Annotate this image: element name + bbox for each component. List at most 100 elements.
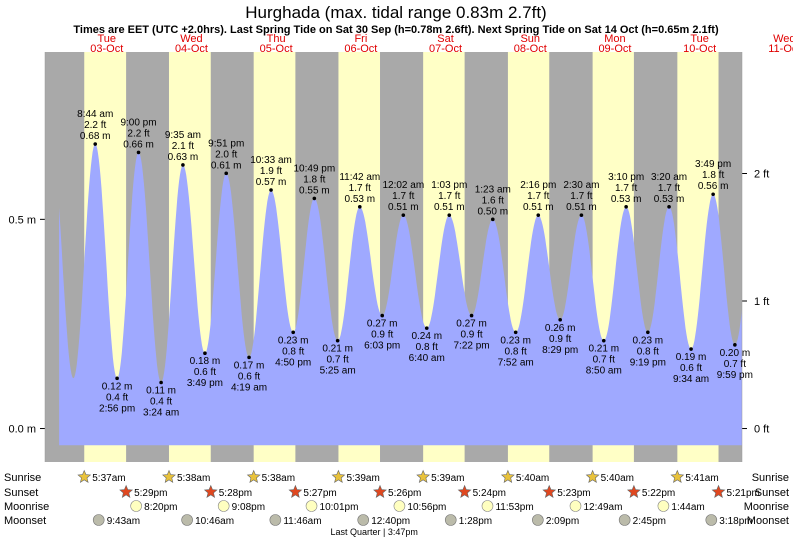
y-right-label-1: 1 ft — [754, 296, 769, 308]
sunrise-0-icon — [77, 469, 92, 483]
tide-ft-24: 1.7 ft — [615, 183, 637, 194]
tide-time-27: 9:34 am — [673, 374, 709, 385]
sunset-0-icon — [119, 484, 134, 498]
tide-point-6 — [224, 171, 229, 176]
moonset-0-time: 9:43am — [107, 516, 140, 527]
day-name-8: Wed — [773, 33, 793, 45]
tide-point-17 — [469, 313, 474, 318]
tide-ft-8: 1.9 ft — [260, 166, 282, 177]
tide-ft-29: 0.7 ft — [724, 359, 746, 370]
tide-point-24 — [624, 204, 628, 209]
sunset-6-icon — [626, 484, 641, 498]
sunset-4-time: 5:24pm — [473, 488, 506, 499]
moonset-4-icon — [444, 514, 457, 526]
tide-labels: 8:44 am2.2 ft0.68 m0.12 m0.4 ft2:56 pm9:… — [77, 109, 753, 418]
y-right-label-2: 2 ft — [754, 168, 769, 180]
sunrise-4-time: 5:39am — [431, 473, 464, 484]
sunrise-7-icon — [670, 469, 685, 483]
tide-time-16: 1:03 pm — [431, 180, 467, 191]
moonrise-0-time: 8:20pm — [144, 502, 177, 513]
tide-ft-10: 1.8 ft — [303, 174, 325, 185]
tide-area — [59, 144, 743, 446]
tide-point-3 — [159, 380, 163, 385]
tide-ft-9: 0.8 ft — [282, 346, 304, 357]
tide-time-3: 3:24 am — [143, 408, 179, 419]
tide-point-20 — [536, 213, 541, 217]
chart-subtitle: Times are EET (UTC +2.0hrs). Last Spring… — [73, 24, 719, 36]
tide-time-18: 1:23 am — [475, 184, 511, 195]
tide-ft-6: 2.0 ft — [215, 149, 237, 160]
sunset-7-icon — [711, 484, 726, 498]
sunrise-6-time: 5:40am — [601, 473, 634, 484]
tide-m-25: 0.23 m — [633, 335, 664, 346]
tide-m-4: 0.63 m — [168, 152, 199, 163]
sunset-4-icon — [457, 484, 472, 498]
tide-ft-25: 0.8 ft — [637, 346, 659, 357]
tide-ft-1: 0.4 ft — [106, 392, 128, 403]
sunset-5-icon — [542, 484, 557, 498]
day-date-6: 09-Oct — [598, 43, 631, 55]
tide-time-17: 7:22 pm — [453, 341, 489, 352]
tide-point-16 — [447, 213, 452, 217]
tide-ft-2: 2.2 ft — [127, 128, 149, 139]
tide-m-1: 0.12 m — [102, 381, 133, 392]
tide-ft-13: 0.9 ft — [371, 330, 393, 341]
y-left-label-1: 0.5 m — [8, 214, 36, 226]
tide-point-1 — [115, 376, 119, 381]
day-name-5: Sun — [520, 33, 540, 45]
day-name-4: Sat — [437, 33, 454, 45]
moonrise-6-icon — [657, 500, 670, 512]
sunrise-3-icon — [331, 469, 346, 483]
day-date-5: 08-Oct — [514, 43, 547, 55]
tide-ft-16: 1.7 ft — [438, 191, 460, 202]
tide-m-19: 0.23 m — [500, 335, 531, 346]
moonset-7-icon — [705, 514, 718, 526]
day-date-3: 06-Oct — [344, 43, 377, 55]
sunset-5-time: 5:23pm — [557, 488, 590, 499]
tide-ft-26: 1.7 ft — [658, 183, 680, 194]
tide-ft-21: 0.9 ft — [549, 334, 571, 345]
day-date-0: 03-Oct — [90, 43, 123, 55]
tide-m-18: 0.50 m — [477, 206, 508, 217]
sunset-1-time: 5:28pm — [219, 488, 252, 499]
moonrise-5-icon — [569, 500, 582, 512]
tide-ft-11: 0.7 ft — [327, 355, 349, 366]
sunrise-4-icon — [416, 469, 431, 483]
tide-time-11: 5:25 am — [320, 366, 356, 377]
tide-time-10: 10:49 pm — [293, 163, 335, 174]
tide-m-28: 0.56 m — [698, 181, 729, 192]
day-name-6: Mon — [604, 33, 625, 45]
sunrise-0-time: 5:37am — [92, 473, 125, 484]
moonrise-4-time: 11:53pm — [495, 502, 533, 513]
moonset-6-icon — [618, 514, 631, 526]
tide-m-16: 0.51 m — [434, 202, 465, 213]
tide-ft-3: 0.4 ft — [150, 397, 172, 408]
moonrise-2-icon — [305, 500, 318, 512]
day-name-0: Tue — [97, 33, 116, 45]
moonset-5-icon — [532, 514, 544, 526]
sunset-7-time: 5:21pm — [727, 488, 760, 499]
tide-ft-17: 0.9 ft — [460, 330, 482, 341]
tide-time-13: 6:03 pm — [364, 341, 400, 352]
tide-ft-28: 1.8 ft — [702, 170, 724, 181]
row-label-left-1: Sunset — [4, 487, 38, 499]
day-name-3: Fri — [354, 33, 367, 45]
tide-m-7: 0.17 m — [234, 360, 265, 371]
tide-point-22 — [579, 213, 584, 217]
tide-time-22: 2:30 am — [563, 180, 599, 191]
day-date-7: 10-Oct — [683, 43, 716, 55]
tide-point-18 — [490, 217, 495, 222]
tide-time-14: 12:02 am — [382, 180, 424, 191]
tide-ft-22: 1.7 ft — [570, 191, 592, 202]
chart-title: Hurghada (max. tidal range 0.83m 2.7ft) — [245, 3, 546, 22]
tide-point-4 — [181, 163, 185, 167]
tide-point-2 — [136, 150, 141, 155]
tide-point-23 — [601, 338, 606, 343]
tide-point-13 — [380, 313, 385, 318]
tide-ft-14: 1.7 ft — [392, 191, 414, 202]
sunrise-2-time: 5:38am — [262, 473, 295, 484]
moonrise-5-time: 12:49am — [583, 502, 622, 513]
tide-point-11 — [335, 338, 340, 343]
tide-ft-19: 0.8 ft — [505, 346, 527, 357]
